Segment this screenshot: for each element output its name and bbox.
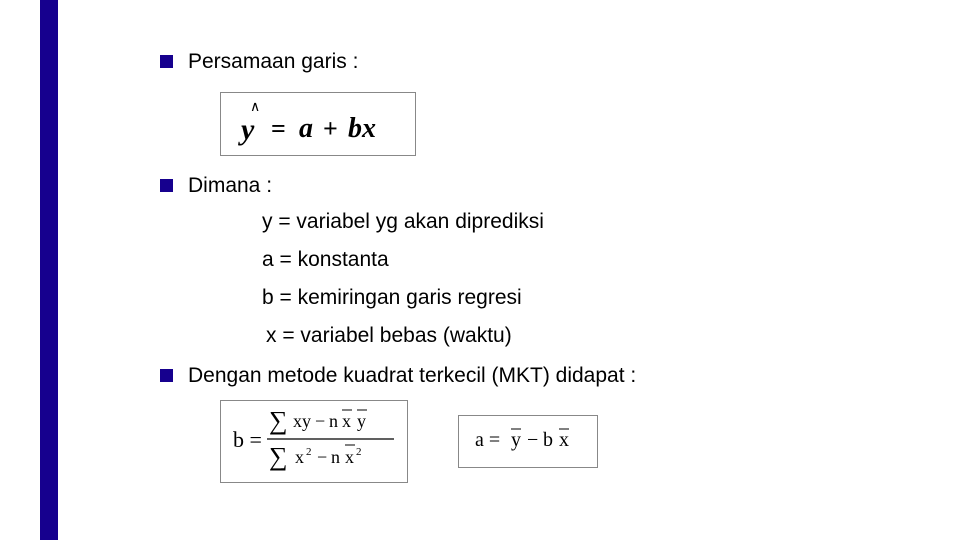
b-formula-svg: b = ∑ xy − n x y ∑ x 2 − n x 2 [229, 405, 399, 473]
bullet-item-3: Dengan metode kuadrat terkecil (MKT) did… [160, 364, 920, 388]
svg-text:bx: bx [348, 113, 376, 144]
svg-text:−: − [317, 447, 327, 467]
svg-text:b: b [543, 429, 553, 451]
def-y: y = variabel yg akan diprediksi [262, 210, 920, 234]
svg-text:2: 2 [356, 446, 362, 458]
svg-text:n: n [331, 447, 340, 467]
a-formula-box: a = y − b x [458, 415, 598, 468]
left-accent-bar [40, 0, 58, 540]
svg-text:n: n [329, 411, 338, 431]
line-equation-box: ∧ y = a + bx [220, 92, 416, 156]
b-formula-box: b = ∑ xy − n x y ∑ x 2 − n x 2 [220, 400, 408, 483]
svg-text:x: x [559, 429, 569, 451]
bullet-text-1: Persamaan garis : [188, 50, 358, 74]
svg-text:∑: ∑ [269, 406, 288, 435]
bullet-item-1: Persamaan garis : [160, 50, 920, 74]
def-a: a = konstanta [262, 248, 920, 272]
bullet-text-2: Dimana : [188, 174, 272, 198]
svg-text:+: + [323, 114, 338, 143]
svg-text:a =: a = [475, 429, 500, 451]
def-b: b = kemiringan garis regresi [262, 286, 920, 310]
square-bullet-icon [160, 55, 173, 68]
svg-text:x: x [342, 411, 351, 431]
svg-text:a: a [299, 113, 313, 144]
svg-text:xy: xy [293, 411, 311, 431]
line-equation-svg: ∧ y = a + bx [233, 99, 403, 149]
definition-list: y = variabel yg akan diprediksi a = kons… [262, 210, 920, 348]
square-bullet-icon [160, 369, 173, 382]
svg-text:−: − [315, 411, 325, 431]
svg-text:x: x [295, 447, 304, 467]
svg-text:x: x [345, 447, 354, 467]
svg-text:∑: ∑ [269, 442, 288, 471]
square-bullet-icon [160, 179, 173, 192]
bullet-text-3: Dengan metode kuadrat terkecil (MKT) did… [188, 364, 636, 388]
svg-text:y: y [238, 113, 255, 146]
svg-text:=: = [271, 114, 286, 143]
svg-text:2: 2 [306, 446, 312, 458]
svg-text:b =: b = [233, 427, 262, 452]
svg-text:y: y [357, 411, 366, 431]
a-formula-svg: a = y − b x [473, 424, 583, 454]
bullet-item-2: Dimana : [160, 174, 920, 198]
svg-text:−: − [527, 429, 538, 451]
def-x: x = variabel bebas (waktu) [266, 324, 920, 348]
formula-row: b = ∑ xy − n x y ∑ x 2 − n x 2 [220, 400, 920, 483]
slide-content: Persamaan garis : ∧ y = a + bx Dimana : … [160, 50, 920, 483]
svg-text:y: y [511, 429, 521, 451]
